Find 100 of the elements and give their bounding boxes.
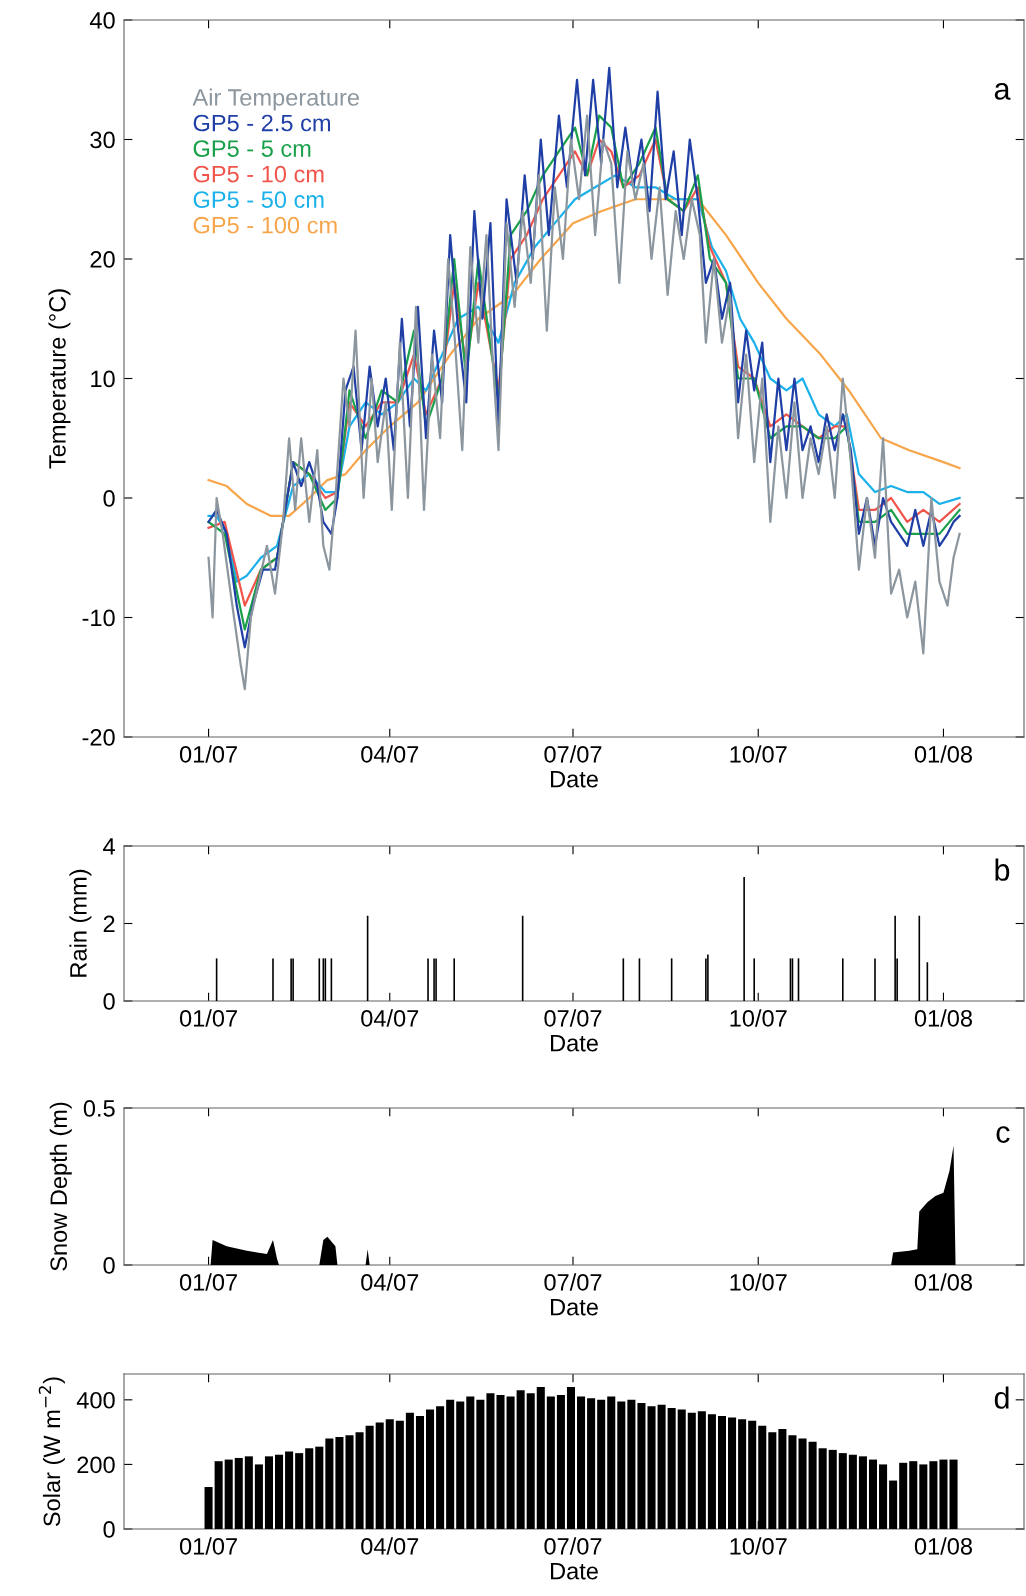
y-tick-label: 200 [77,1456,115,1474]
bar [697,1411,706,1529]
bar [315,1446,324,1529]
bar [587,1398,596,1529]
bar [909,1461,918,1529]
bar [486,1393,495,1529]
bar [496,1394,505,1529]
bar [637,1403,646,1529]
bar [868,1459,878,1529]
bar [224,1459,233,1529]
bar [546,1396,555,1529]
bar [476,1399,485,1529]
y-tick-label: 40 [89,12,115,29]
x-tick-label: 01/08 [914,1273,972,1291]
annotation: c [996,1126,1010,1143]
bar [577,1396,586,1529]
x-tick-label: 10/07 [730,745,787,763]
y-tick-label: -20 [82,729,115,746]
bar [415,1415,424,1529]
x-tick-label: 01/07 [179,1009,237,1027]
y-tick-label: 4 [103,838,115,855]
bar [244,1456,253,1529]
bar [738,1419,747,1529]
y-tick-label: 0 [103,490,115,507]
bar [365,1425,374,1529]
bar [667,1407,676,1529]
bar [204,1487,213,1529]
bar [466,1396,475,1529]
text: GP5 - 10 cm [193,165,324,183]
bar [768,1432,777,1529]
bar [879,1464,888,1529]
bar [436,1406,445,1529]
y-tick-label: 20 [90,251,115,268]
bar [617,1401,626,1529]
text: GP5 - 2.5 cm [193,114,330,132]
x-axis-title: Date [551,1562,598,1580]
bar [687,1412,696,1529]
bar [758,1425,767,1529]
y-tick-label: 0 [103,1257,115,1274]
bar [899,1462,908,1529]
bar [677,1409,686,1529]
bar [818,1448,827,1529]
x-tick-label: 07/07 [544,1009,602,1027]
y-tick-label: 0 [103,993,115,1010]
x-tick-label: 07/07 [544,1537,602,1555]
y-tick-label: 2 [103,915,115,933]
bar [526,1393,535,1529]
bar [375,1422,384,1529]
bar [838,1453,847,1529]
bar [335,1436,344,1529]
x-tick-label: 04/07 [361,1537,419,1555]
bar [657,1404,666,1529]
x-tick-label: 04/07 [361,1273,419,1291]
x-tick-label: 10/07 [730,1009,787,1027]
bar [405,1412,414,1529]
x-tick-label: 01/07 [179,745,237,763]
bar [889,1480,898,1529]
bar [264,1456,273,1529]
bar [456,1401,465,1529]
bar [345,1435,354,1529]
bar [929,1461,938,1529]
x-tick-label: 01/08 [914,1009,972,1027]
bar [516,1390,525,1529]
bar [607,1396,616,1529]
bar [728,1417,737,1529]
bar [788,1435,797,1529]
bar [647,1406,656,1529]
bar [395,1420,404,1529]
x-tick-label: 07/07 [544,1273,602,1291]
bar [597,1399,606,1529]
bar [717,1415,727,1529]
bar [305,1448,314,1529]
y-tick-label: 30 [90,131,115,149]
y-tick-label: 400 [76,1391,115,1409]
x-tick-label: 07/07 [544,745,602,763]
y-tick-label: 10 [91,370,115,388]
bar [325,1438,334,1529]
bar [748,1420,757,1529]
y-axis-title: Temperature (°C) [48,289,71,469]
bar [707,1414,716,1529]
bar [446,1399,455,1529]
bar [808,1441,817,1529]
x-tick-label: 04/07 [361,1009,419,1027]
x-axis-title: Date [551,1034,598,1052]
bar [566,1386,576,1529]
bar [295,1453,304,1529]
bar [426,1409,435,1529]
y-axis-title: Solar (W m$^{−2}$) [38,1377,65,1527]
bar [828,1449,837,1529]
bar [939,1459,948,1529]
y-tick-label: 0.5 [83,1100,115,1117]
annotation: d [994,1386,1009,1409]
bar [858,1456,867,1529]
bar [848,1454,857,1529]
x-tick-label: 01/07 [179,1537,237,1555]
bar [949,1459,958,1529]
x-axis-title: Date [551,1298,598,1316]
y-axis-title: Rain (mm) [69,869,92,977]
x-tick-label: 01/07 [179,1273,237,1291]
bar [254,1464,263,1529]
